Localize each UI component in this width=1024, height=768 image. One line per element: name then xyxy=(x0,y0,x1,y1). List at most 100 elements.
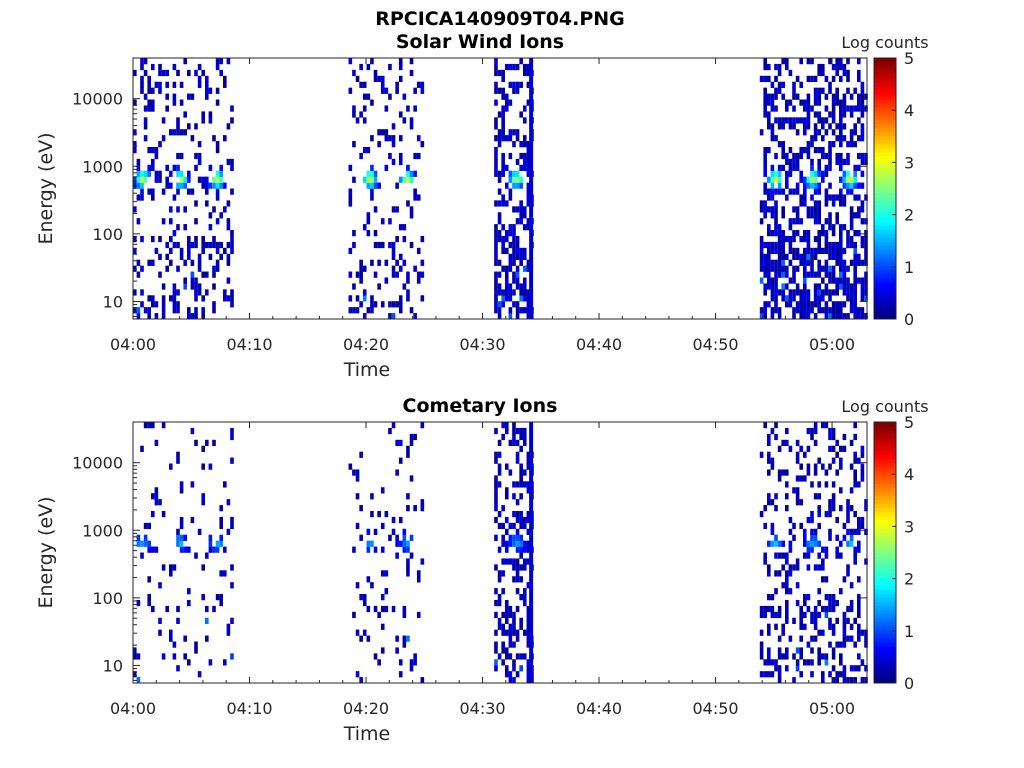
heatmap-cell xyxy=(788,69,793,77)
heatmap-cell xyxy=(512,170,516,177)
heatmap-cell xyxy=(226,218,231,225)
heatmap-cell xyxy=(774,505,778,512)
heatmap-cell xyxy=(384,605,389,613)
heatmap-cell xyxy=(406,170,410,177)
heatmap-cell xyxy=(391,253,396,260)
heatmap-cell xyxy=(183,58,187,65)
heatmap-cell xyxy=(842,93,847,100)
heatmap-cell xyxy=(759,629,764,636)
heatmap-cell xyxy=(864,499,868,506)
x-tick-label: 05:00 xyxy=(809,335,855,354)
colorbar-segment xyxy=(874,168,896,173)
heatmap-cell xyxy=(512,241,516,249)
heatmap-cell xyxy=(205,241,209,249)
heatmap-cell xyxy=(831,194,836,201)
heatmap-cell xyxy=(803,117,807,124)
heatmap-cell xyxy=(380,301,385,308)
heatmap-cell xyxy=(774,241,778,249)
heatmap-cell xyxy=(842,170,847,177)
heatmap-cell xyxy=(817,540,822,547)
heatmap-cell xyxy=(526,194,531,201)
heatmap-cell xyxy=(398,439,403,447)
heatmap-cell xyxy=(849,224,854,231)
heatmap-cell xyxy=(176,188,180,195)
heatmap-cell xyxy=(777,235,782,243)
heatmap-cell xyxy=(785,158,789,166)
heatmap-cell xyxy=(853,182,858,189)
heatmap-cell xyxy=(824,265,829,272)
heatmap-cell xyxy=(813,469,818,476)
heatmap-cell xyxy=(803,623,807,630)
heatmap-cell xyxy=(817,493,822,500)
heatmap-cell xyxy=(828,253,832,260)
heatmap-cell xyxy=(777,265,782,272)
colorbar-segment xyxy=(874,519,896,525)
heatmap-cell xyxy=(366,170,371,177)
heatmap-cell xyxy=(143,105,148,112)
heatmap-cell xyxy=(824,653,829,660)
heatmap-cell xyxy=(176,540,180,547)
colorbar-segment xyxy=(874,491,896,496)
heatmap-cell xyxy=(147,259,151,266)
heatmap-cell xyxy=(501,629,505,636)
heatmap-cell xyxy=(846,235,850,243)
colorbar-segment xyxy=(874,568,896,574)
heatmap-cell xyxy=(831,129,836,136)
heatmap-cell xyxy=(821,564,825,571)
heatmap-cell xyxy=(824,469,829,476)
heatmap-cell xyxy=(842,301,847,308)
heatmap-cell xyxy=(853,289,858,296)
colorbar-segment xyxy=(874,143,896,149)
heatmap-cell xyxy=(179,487,184,494)
heatmap-cell xyxy=(839,164,843,171)
heatmap-cell xyxy=(860,182,865,189)
heatmap-cell xyxy=(831,301,836,308)
heatmap-cell xyxy=(176,224,180,231)
heatmap-cell xyxy=(781,58,786,65)
heatmap-cell xyxy=(147,164,151,171)
heatmap-cell xyxy=(413,265,417,272)
heatmap-cell xyxy=(215,247,220,255)
heatmap-cell xyxy=(781,283,786,290)
heatmap-cell xyxy=(172,283,177,290)
colorbar-segment xyxy=(874,605,896,611)
heatmap-cell xyxy=(172,99,177,106)
heatmap-cell xyxy=(366,176,371,183)
heatmap-cell xyxy=(759,247,764,255)
heatmap-cell xyxy=(835,69,840,77)
heatmap-cell xyxy=(835,253,840,260)
heatmap-cell xyxy=(767,117,771,124)
heatmap-cell xyxy=(860,522,865,530)
heatmap-cell xyxy=(416,194,421,201)
heatmap-cell xyxy=(172,653,177,660)
heatmap-cell xyxy=(158,235,162,243)
heatmap-cell xyxy=(219,241,223,249)
heatmap-cell xyxy=(179,534,184,541)
heatmap-cell xyxy=(795,152,800,160)
heatmap-cell xyxy=(223,570,227,577)
heatmap-cell xyxy=(770,123,775,130)
heatmap-cell xyxy=(526,164,531,171)
heatmap-cell xyxy=(154,247,159,255)
heatmap-cell xyxy=(853,129,858,136)
heatmap-cell xyxy=(799,671,804,678)
heatmap-cell xyxy=(151,63,155,71)
heatmap-cell xyxy=(522,546,527,553)
heatmap-cell xyxy=(842,671,847,678)
heatmap-cell xyxy=(767,93,771,100)
heatmap-cell xyxy=(846,570,850,577)
heatmap-cell xyxy=(409,475,414,482)
heatmap-cell xyxy=(777,230,782,237)
heatmap-cell xyxy=(810,528,814,535)
heatmap-cell xyxy=(849,307,854,314)
heatmap-cell xyxy=(519,259,523,266)
heatmap-cell xyxy=(133,182,137,189)
heatmap-cell xyxy=(512,576,516,583)
heatmap-cell xyxy=(215,540,220,547)
heatmap-cell xyxy=(494,87,498,94)
heatmap-cell xyxy=(409,552,414,559)
colorbar-segment xyxy=(874,564,896,570)
heatmap-cell xyxy=(839,552,843,559)
heatmap-cell xyxy=(824,594,829,601)
colorbar-segment xyxy=(874,629,896,635)
